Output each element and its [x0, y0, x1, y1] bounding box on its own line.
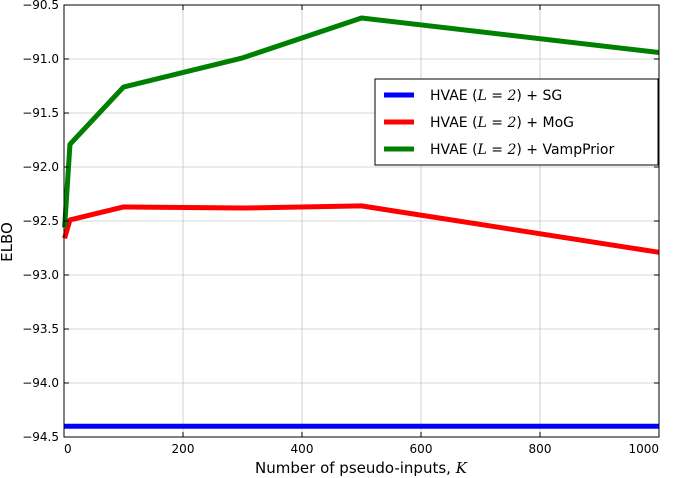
y-tick-label: −91.0	[22, 52, 59, 66]
y-axis-title: ELBO	[0, 222, 16, 262]
x-axis-title: Number of pseudo-inputs, K	[255, 459, 468, 477]
y-tick-label: −92.5	[22, 214, 59, 228]
x-axis-ticks: 0 200 400 600 800 1000	[63, 5, 660, 456]
y-tick-label: −94.0	[22, 376, 59, 390]
y-tick-label: −91.5	[22, 106, 59, 120]
x-tick-label: 200	[172, 442, 195, 456]
series-line-1	[62, 203, 660, 255]
y-tick-label: −92.0	[22, 160, 59, 174]
legend-label-1: HVAE (L = 2) + MoG	[430, 115, 574, 131]
grid-lines	[63, 4, 660, 438]
x-tick-label: 0	[64, 442, 72, 456]
y-tick-label: −93.0	[22, 268, 59, 282]
series-line-2	[62, 15, 660, 228]
y-tick-label: −94.5	[22, 430, 59, 444]
x-axis-variable: K	[455, 459, 468, 477]
y-tick-label: −93.5	[22, 322, 59, 336]
x-tick-label: 600	[410, 442, 433, 456]
legend-box	[374, 78, 659, 166]
plot-series	[62, 15, 660, 429]
legend: HVAE (L = 2) + SG HVAE (L = 2) + MoG HVAE …	[374, 78, 659, 166]
y-tick-label: −90.5	[22, 0, 59, 12]
y-axis-ticks: −90.5 −91.0 −91.5 −92.0 −92.5 −93.0 −93.5 −94.0…	[22, 0, 659, 444]
x-tick-label: 800	[529, 442, 552, 456]
legend-label-2: HVAE (L = 2) + VampPrior	[430, 142, 614, 158]
legend-label-0: HVAE (L = 2) + SG	[430, 88, 562, 104]
x-tick-label: 1000	[628, 442, 659, 456]
x-tick-label: 400	[291, 442, 314, 456]
